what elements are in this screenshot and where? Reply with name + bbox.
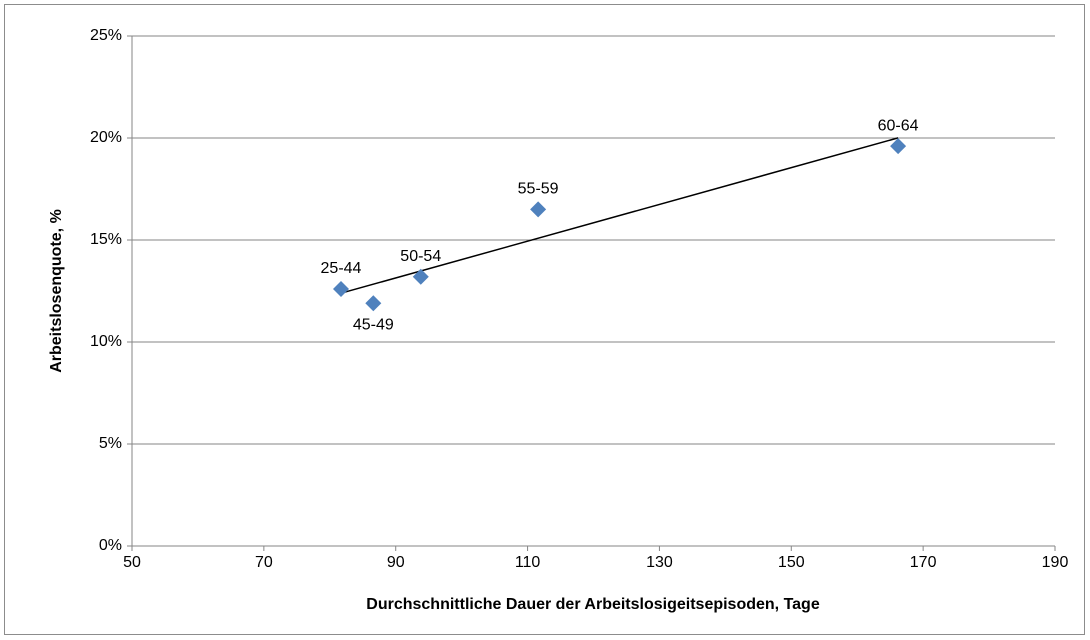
point	[412, 268, 429, 285]
y-axis-label: Arbeitslosenquote, %	[48, 209, 65, 373]
x-tick-label: 110	[515, 554, 541, 571]
y-tick-label: 5%	[99, 435, 122, 452]
y-tick-label: 25%	[90, 27, 122, 44]
y-tick-label: 20%	[90, 129, 122, 146]
x-tick-label: 170	[910, 554, 937, 571]
point	[530, 201, 547, 218]
point	[365, 295, 382, 312]
x-tick-label: 150	[778, 554, 805, 571]
x-tick-label: 50	[123, 554, 141, 571]
chart-frame	[4, 4, 1085, 635]
x-tick-label: 70	[255, 554, 273, 571]
x-tick-label: 190	[1042, 554, 1069, 571]
data-label: 60-64	[878, 117, 919, 134]
data-label: 50-54	[400, 248, 441, 265]
x-tick-label: 90	[387, 554, 405, 571]
y-tick-label: 0%	[99, 537, 122, 554]
data-label: 55-59	[518, 181, 559, 198]
y-tick-label: 15%	[90, 231, 122, 248]
x-tick-label: 130	[646, 554, 673, 571]
x-axis-label: Durchschnittliche Dauer der Arbeitslosig…	[366, 596, 820, 613]
trendline	[340, 137, 899, 294]
point	[332, 280, 349, 297]
data-label: 25-44	[321, 260, 362, 277]
data-label: 45-49	[353, 316, 394, 333]
point	[890, 138, 907, 155]
y-tick-label: 10%	[90, 333, 122, 350]
